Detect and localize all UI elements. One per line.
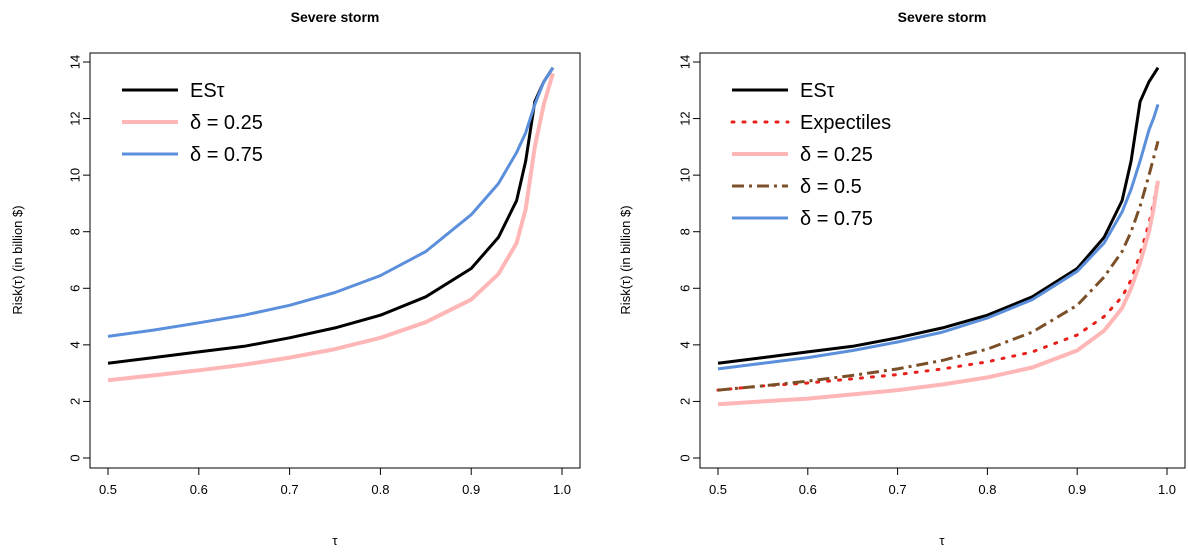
right-x-tick-label: 0.5 xyxy=(709,482,727,497)
right-series-line-1 xyxy=(717,66,1160,365)
right-chart-panel: Severe storm Risk(τ) (in billion $) τ 0.… xyxy=(618,9,1186,548)
right-y-tick-label: 6 xyxy=(677,285,692,292)
left-legend: ESτ δ = 0.25 δ = 0.75 xyxy=(122,80,263,166)
left-plot-frame xyxy=(89,52,581,469)
right-y-tick-label: 10 xyxy=(677,168,692,182)
right-y-axis-label: Risk(τ) (in billion $) xyxy=(618,205,633,314)
right-y-tick-label: 8 xyxy=(677,228,692,235)
right-tick-group: 0.5 0.6 0.7 0.8 0.9 1.0 0 2 4 6 8 10 12 14 xyxy=(677,55,1176,497)
right-y-tick-label: 4 xyxy=(677,341,692,348)
right-series-line-2 xyxy=(716,176,1160,392)
right-y-tick-label: 2 xyxy=(677,398,692,405)
left-series-line-1 xyxy=(107,66,555,365)
left-legend-label-3: δ = 0.75 xyxy=(190,144,263,166)
right-legend: ESτ Expectiles δ = 0.25 δ = 0.5 δ = 0.75 xyxy=(730,80,891,230)
left-x-tick-label: 0.8 xyxy=(371,482,389,497)
left-y-tick-label: 4 xyxy=(67,341,82,348)
right-series-line-4 xyxy=(717,140,1160,392)
left-x-tick-label: 0.7 xyxy=(281,482,299,497)
left-x-tick-label: 0.6 xyxy=(190,482,208,497)
right-series-group xyxy=(716,66,1160,407)
left-legend-label-2: δ = 0.25 xyxy=(190,112,263,134)
left-y-axis-label: Risk(τ) (in billion $) xyxy=(10,205,25,314)
right-x-tick-label: 0.7 xyxy=(889,482,907,497)
left-series-group xyxy=(107,66,555,383)
right-plot-frame xyxy=(699,52,1186,469)
left-x-axis-label: τ xyxy=(332,533,338,548)
left-x-tick-label: 0.9 xyxy=(462,482,480,497)
right-x-tick-label: 0.8 xyxy=(978,482,996,497)
right-chart-title: Severe storm xyxy=(898,9,987,25)
right-legend-label-5: δ = 0.75 xyxy=(800,208,873,230)
right-y-tick-label: 0 xyxy=(677,454,692,461)
right-legend-label-2: Expectiles xyxy=(800,112,891,134)
left-series-line-2 xyxy=(107,72,555,383)
left-y-tick-label: 8 xyxy=(67,228,82,235)
right-legend-label-1: ESτ xyxy=(800,80,835,102)
right-y-tick-label: 14 xyxy=(677,55,692,69)
right-y-tick-label: 12 xyxy=(677,111,692,125)
right-x-tick-label: 0.9 xyxy=(1068,482,1086,497)
left-x-tick-label: 0.5 xyxy=(99,482,117,497)
left-tick-group: 0.5 0.6 0.7 0.8 0.9 1.0 0 2 4 6 8 10 12 14 xyxy=(67,55,571,497)
left-y-tick-label: 0 xyxy=(67,454,82,461)
right-x-axis-label: τ xyxy=(939,533,945,548)
right-series-line-5 xyxy=(717,103,1160,371)
right-legend-label-3: δ = 0.25 xyxy=(800,144,873,166)
left-x-tick-label: 1.0 xyxy=(553,482,571,497)
left-chart-panel: Severe storm Risk(τ) (in billion $) τ 0.… xyxy=(10,9,581,548)
left-y-tick-label: 12 xyxy=(67,111,82,125)
left-y-tick-label: 14 xyxy=(67,55,82,69)
left-legend-label-1: ESτ xyxy=(190,80,225,102)
left-series-line-3 xyxy=(107,66,555,338)
left-y-tick-label: 10 xyxy=(67,168,82,182)
left-y-tick-label: 2 xyxy=(67,398,82,405)
right-series-line-3 xyxy=(717,180,1160,407)
left-y-tick-label: 6 xyxy=(67,285,82,292)
left-chart-title: Severe storm xyxy=(291,9,380,25)
right-x-tick-label: 1.0 xyxy=(1158,482,1176,497)
right-legend-label-4: δ = 0.5 xyxy=(800,176,862,198)
right-x-tick-label: 0.6 xyxy=(799,482,817,497)
